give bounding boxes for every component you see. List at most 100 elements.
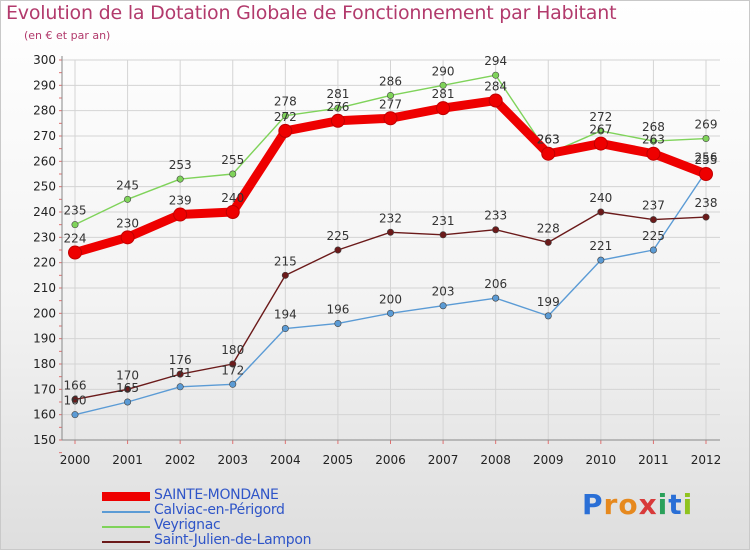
y-tick-label: 200 — [33, 306, 56, 320]
data-label: 199 — [537, 295, 560, 309]
data-label: 221 — [589, 239, 612, 253]
x-tick-label: 2004 — [270, 453, 301, 467]
legend-label: Saint-Julien-de-Lampon — [154, 532, 312, 548]
logo-letter: o — [618, 488, 639, 521]
data-label: 230 — [116, 216, 139, 230]
data-label: 225 — [326, 229, 349, 243]
data-label: 206 — [484, 277, 507, 291]
data-point — [124, 195, 132, 203]
data-label: 232 — [379, 211, 402, 225]
data-label: 255 — [695, 153, 718, 167]
data-point — [334, 104, 342, 112]
data-label: 176 — [169, 353, 192, 367]
proxiti-logo: Proxiti — [582, 488, 693, 521]
data-label: 290 — [432, 64, 455, 78]
data-point — [544, 238, 552, 246]
data-label: 281 — [326, 87, 349, 101]
data-label: 225 — [642, 229, 665, 243]
data-point — [176, 370, 184, 378]
data-label: 237 — [642, 199, 665, 213]
data-point — [544, 312, 552, 320]
data-label: 166 — [64, 378, 87, 392]
data-point — [173, 207, 188, 222]
legend-swatch — [102, 511, 150, 513]
data-point — [492, 71, 500, 79]
y-tick-label: 150 — [33, 433, 56, 447]
y-tick-label: 240 — [33, 205, 56, 219]
x-tick-label: 2011 — [638, 453, 669, 467]
data-point — [71, 395, 79, 403]
data-point — [225, 205, 240, 219]
data-point — [649, 246, 657, 254]
logo-letter: r — [603, 488, 619, 521]
chart-subtitle: (en € et par an) — [24, 29, 111, 42]
logo-letter: t — [668, 488, 683, 521]
x-tick-label: 2008 — [480, 453, 511, 467]
data-label: 215 — [274, 254, 297, 268]
data-point — [176, 383, 184, 391]
x-tick-label: 2006 — [375, 453, 406, 467]
data-point — [439, 302, 447, 310]
data-label: 272 — [589, 110, 612, 124]
data-label: 268 — [642, 120, 665, 134]
legend-swatch — [102, 492, 150, 501]
data-label: 263 — [537, 133, 560, 147]
data-point — [120, 230, 135, 245]
chart-title: Evolution de la Dotation Globale de Fonc… — [6, 2, 617, 24]
data-label: 170 — [116, 368, 139, 382]
x-tick-label: 2005 — [323, 453, 354, 467]
data-label: 272 — [274, 110, 297, 124]
data-point — [436, 101, 451, 116]
x-tick-label: 2003 — [217, 453, 248, 467]
data-label: 256 — [695, 150, 718, 164]
logo-letter: i — [682, 488, 694, 521]
x-tick-label: 2007 — [428, 453, 459, 467]
data-point — [597, 208, 605, 216]
x-tick-label: 2001 — [112, 453, 143, 467]
data-label: 286 — [379, 74, 402, 88]
data-label: 235 — [64, 204, 87, 218]
data-point — [330, 113, 345, 128]
data-label: 160 — [64, 394, 87, 408]
y-tick-label: 260 — [33, 154, 56, 168]
data-point — [488, 93, 503, 108]
x-tick-label: 2002 — [165, 453, 196, 467]
grid-lines — [62, 59, 720, 441]
legend-swatch — [102, 541, 150, 543]
y-tick-label: 280 — [33, 104, 56, 118]
data-point — [281, 112, 289, 120]
data-point — [541, 146, 556, 161]
data-point — [649, 216, 657, 224]
data-label: 278 — [274, 95, 297, 109]
logo-letter: P — [582, 488, 604, 521]
data-point — [702, 213, 710, 221]
axes: 150 160 170 180 190 200 210 220 230 240 250 260 270 2… — [33, 53, 721, 467]
y-tick-label: 290 — [33, 78, 56, 92]
data-point — [124, 385, 132, 393]
data-label: 263 — [642, 133, 665, 147]
legend-label: Veyrignac — [154, 517, 221, 533]
y-tick-label: 190 — [33, 332, 56, 346]
y-tick-label: 170 — [33, 382, 56, 396]
data-point — [229, 380, 237, 388]
data-label: 294 — [484, 54, 507, 68]
data-label: 180 — [221, 343, 244, 357]
x-tick-label: 2010 — [586, 453, 617, 467]
data-label: 255 — [221, 153, 244, 167]
data-point — [68, 245, 82, 260]
data-label: 253 — [169, 158, 192, 172]
data-label: 277 — [379, 97, 402, 111]
data-point — [646, 146, 661, 161]
data-label: 233 — [484, 209, 507, 223]
data-point — [281, 325, 289, 333]
data-label: 281 — [432, 87, 455, 101]
logo-letter: i — [657, 488, 669, 521]
data-label: 238 — [695, 196, 718, 210]
data-point — [492, 226, 500, 234]
data-label: 172 — [221, 363, 244, 377]
legend-label: SAINTE-MONDANE — [154, 487, 279, 503]
y-tick-label: 160 — [33, 408, 56, 422]
data-point — [593, 136, 608, 151]
